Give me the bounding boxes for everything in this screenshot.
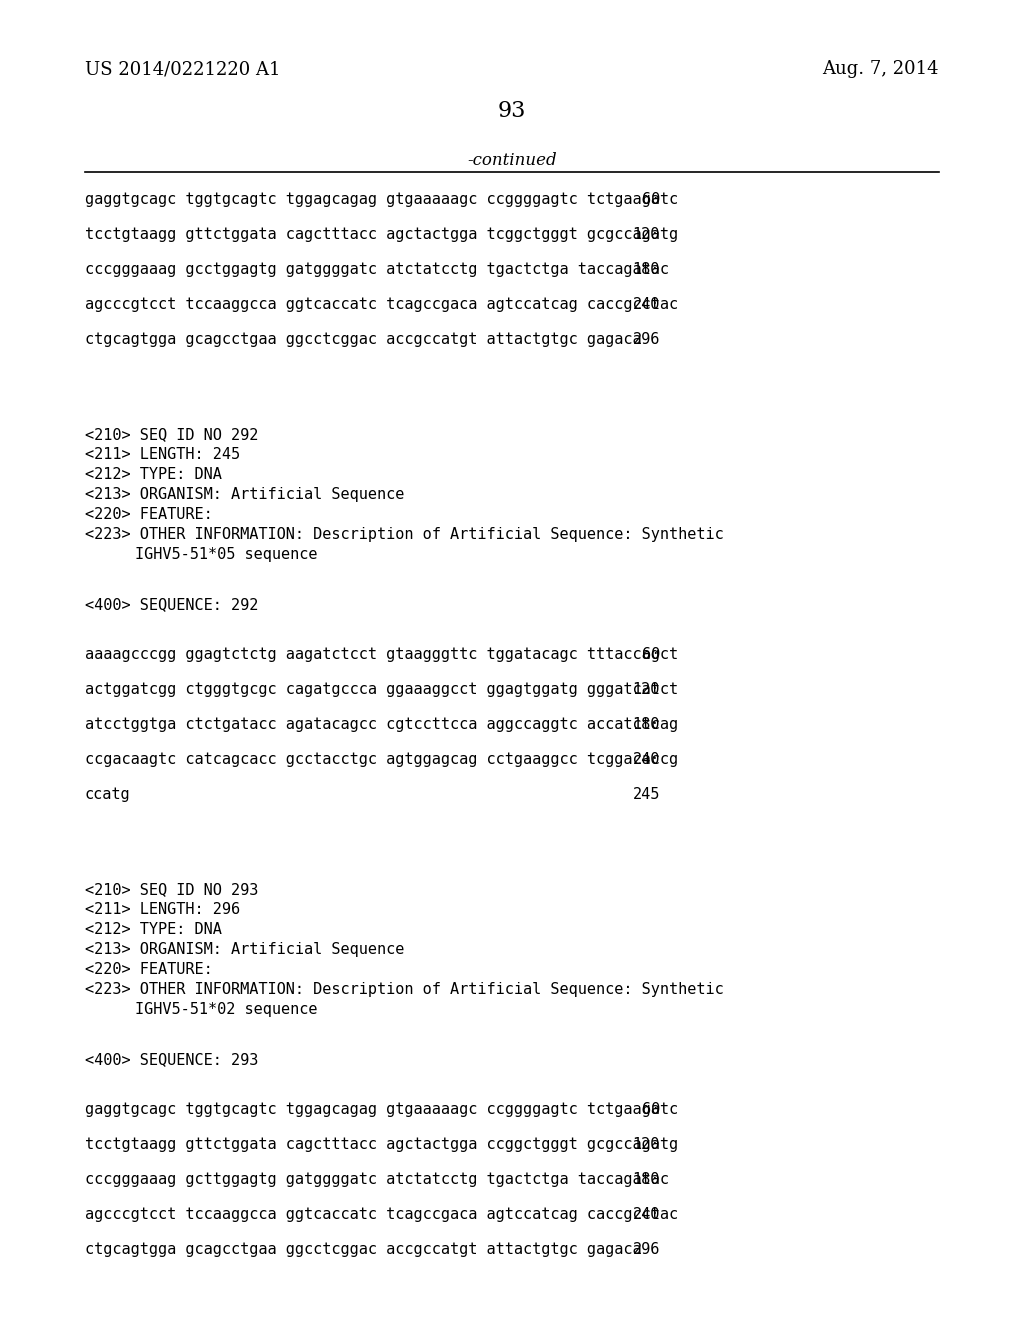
Text: ccgacaagtc catcagcacc gcctacctgc agtggagcag cctgaaggcc tcggacaccg: ccgacaagtc catcagcacc gcctacctgc agtggag… [85,752,678,767]
Text: IGHV5-51*02 sequence: IGHV5-51*02 sequence [135,1002,317,1016]
Text: 60: 60 [642,191,660,207]
Text: cccgggaaag gcttggagtg gatggggatc atctatcctg tgactctga taccagatac: cccgggaaag gcttggagtg gatggggatc atctatc… [85,1172,669,1187]
Text: 240: 240 [633,752,660,767]
Text: 240: 240 [633,1206,660,1222]
Text: 60: 60 [642,647,660,663]
Text: 296: 296 [633,333,660,347]
Text: 180: 180 [633,1172,660,1187]
Text: ctgcagtgga gcagcctgaa ggcctcggac accgccatgt attactgtgc gagaca: ctgcagtgga gcagcctgaa ggcctcggac accgcca… [85,333,642,347]
Text: cccgggaaag gcctggagtg gatggggatc atctatcctg tgactctga taccagatac: cccgggaaag gcctggagtg gatggggatc atctatc… [85,261,669,277]
Text: <400> SEQUENCE: 293: <400> SEQUENCE: 293 [85,1052,258,1067]
Text: 120: 120 [633,1137,660,1152]
Text: <223> OTHER INFORMATION: Description of Artificial Sequence: Synthetic: <223> OTHER INFORMATION: Description of … [85,527,724,543]
Text: 180: 180 [633,717,660,733]
Text: atcctggtga ctctgatacc agatacagcc cgtccttcca aggccaggtc accatctcag: atcctggtga ctctgatacc agatacagcc cgtcctt… [85,717,678,733]
Text: US 2014/0221220 A1: US 2014/0221220 A1 [85,59,281,78]
Text: gaggtgcagc tggtgcagtc tggagcagag gtgaaaaagc ccggggagtc tctgaagatc: gaggtgcagc tggtgcagtc tggagcagag gtgaaaa… [85,1102,678,1117]
Text: <213> ORGANISM: Artificial Sequence: <213> ORGANISM: Artificial Sequence [85,487,404,502]
Text: agcccgtcct tccaaggcca ggtcaccatc tcagccgaca agtccatcag caccgcctac: agcccgtcct tccaaggcca ggtcaccatc tcagccg… [85,1206,678,1222]
Text: 245: 245 [633,787,660,803]
Text: ccatg: ccatg [85,787,131,803]
Text: <212> TYPE: DNA: <212> TYPE: DNA [85,921,222,937]
Text: IGHV5-51*05 sequence: IGHV5-51*05 sequence [135,546,317,562]
Text: -continued: -continued [467,152,557,169]
Text: actggatcgg ctgggtgcgc cagatgccca ggaaaggcct ggagtggatg gggatcatct: actggatcgg ctgggtgcgc cagatgccca ggaaagg… [85,682,678,697]
Text: <210> SEQ ID NO 293: <210> SEQ ID NO 293 [85,882,258,898]
Text: aaaagcccgg ggagtctctg aagatctcct gtaagggttc tggatacagc tttaccagct: aaaagcccgg ggagtctctg aagatctcct gtaaggg… [85,647,678,663]
Text: tcctgtaagg gttctggata cagctttacc agctactgga ccggctgggt gcgccagatg: tcctgtaagg gttctggata cagctttacc agctact… [85,1137,678,1152]
Text: ctgcagtgga gcagcctgaa ggcctcggac accgccatgt attactgtgc gagaca: ctgcagtgga gcagcctgaa ggcctcggac accgcca… [85,1242,642,1257]
Text: <211> LENGTH: 245: <211> LENGTH: 245 [85,447,240,462]
Text: Aug. 7, 2014: Aug. 7, 2014 [822,59,939,78]
Text: 60: 60 [642,1102,660,1117]
Text: 120: 120 [633,227,660,242]
Text: agcccgtcct tccaaggcca ggtcaccatc tcagccgaca agtccatcag caccgcctac: agcccgtcct tccaaggcca ggtcaccatc tcagccg… [85,297,678,312]
Text: 180: 180 [633,261,660,277]
Text: <220> FEATURE:: <220> FEATURE: [85,962,213,977]
Text: <400> SEQUENCE: 292: <400> SEQUENCE: 292 [85,597,258,612]
Text: <223> OTHER INFORMATION: Description of Artificial Sequence: Synthetic: <223> OTHER INFORMATION: Description of … [85,982,724,997]
Text: 240: 240 [633,297,660,312]
Text: <211> LENGTH: 296: <211> LENGTH: 296 [85,902,240,917]
Text: gaggtgcagc tggtgcagtc tggagcagag gtgaaaaagc ccggggagtc tctgaagatc: gaggtgcagc tggtgcagtc tggagcagag gtgaaaa… [85,191,678,207]
Text: <210> SEQ ID NO 292: <210> SEQ ID NO 292 [85,426,258,442]
Text: <213> ORGANISM: Artificial Sequence: <213> ORGANISM: Artificial Sequence [85,942,404,957]
Text: <220> FEATURE:: <220> FEATURE: [85,507,213,521]
Text: tcctgtaagg gttctggata cagctttacc agctactgga tcggctgggt gcgccagatg: tcctgtaagg gttctggata cagctttacc agctact… [85,227,678,242]
Text: <212> TYPE: DNA: <212> TYPE: DNA [85,467,222,482]
Text: 93: 93 [498,100,526,121]
Text: 296: 296 [633,1242,660,1257]
Text: 120: 120 [633,682,660,697]
